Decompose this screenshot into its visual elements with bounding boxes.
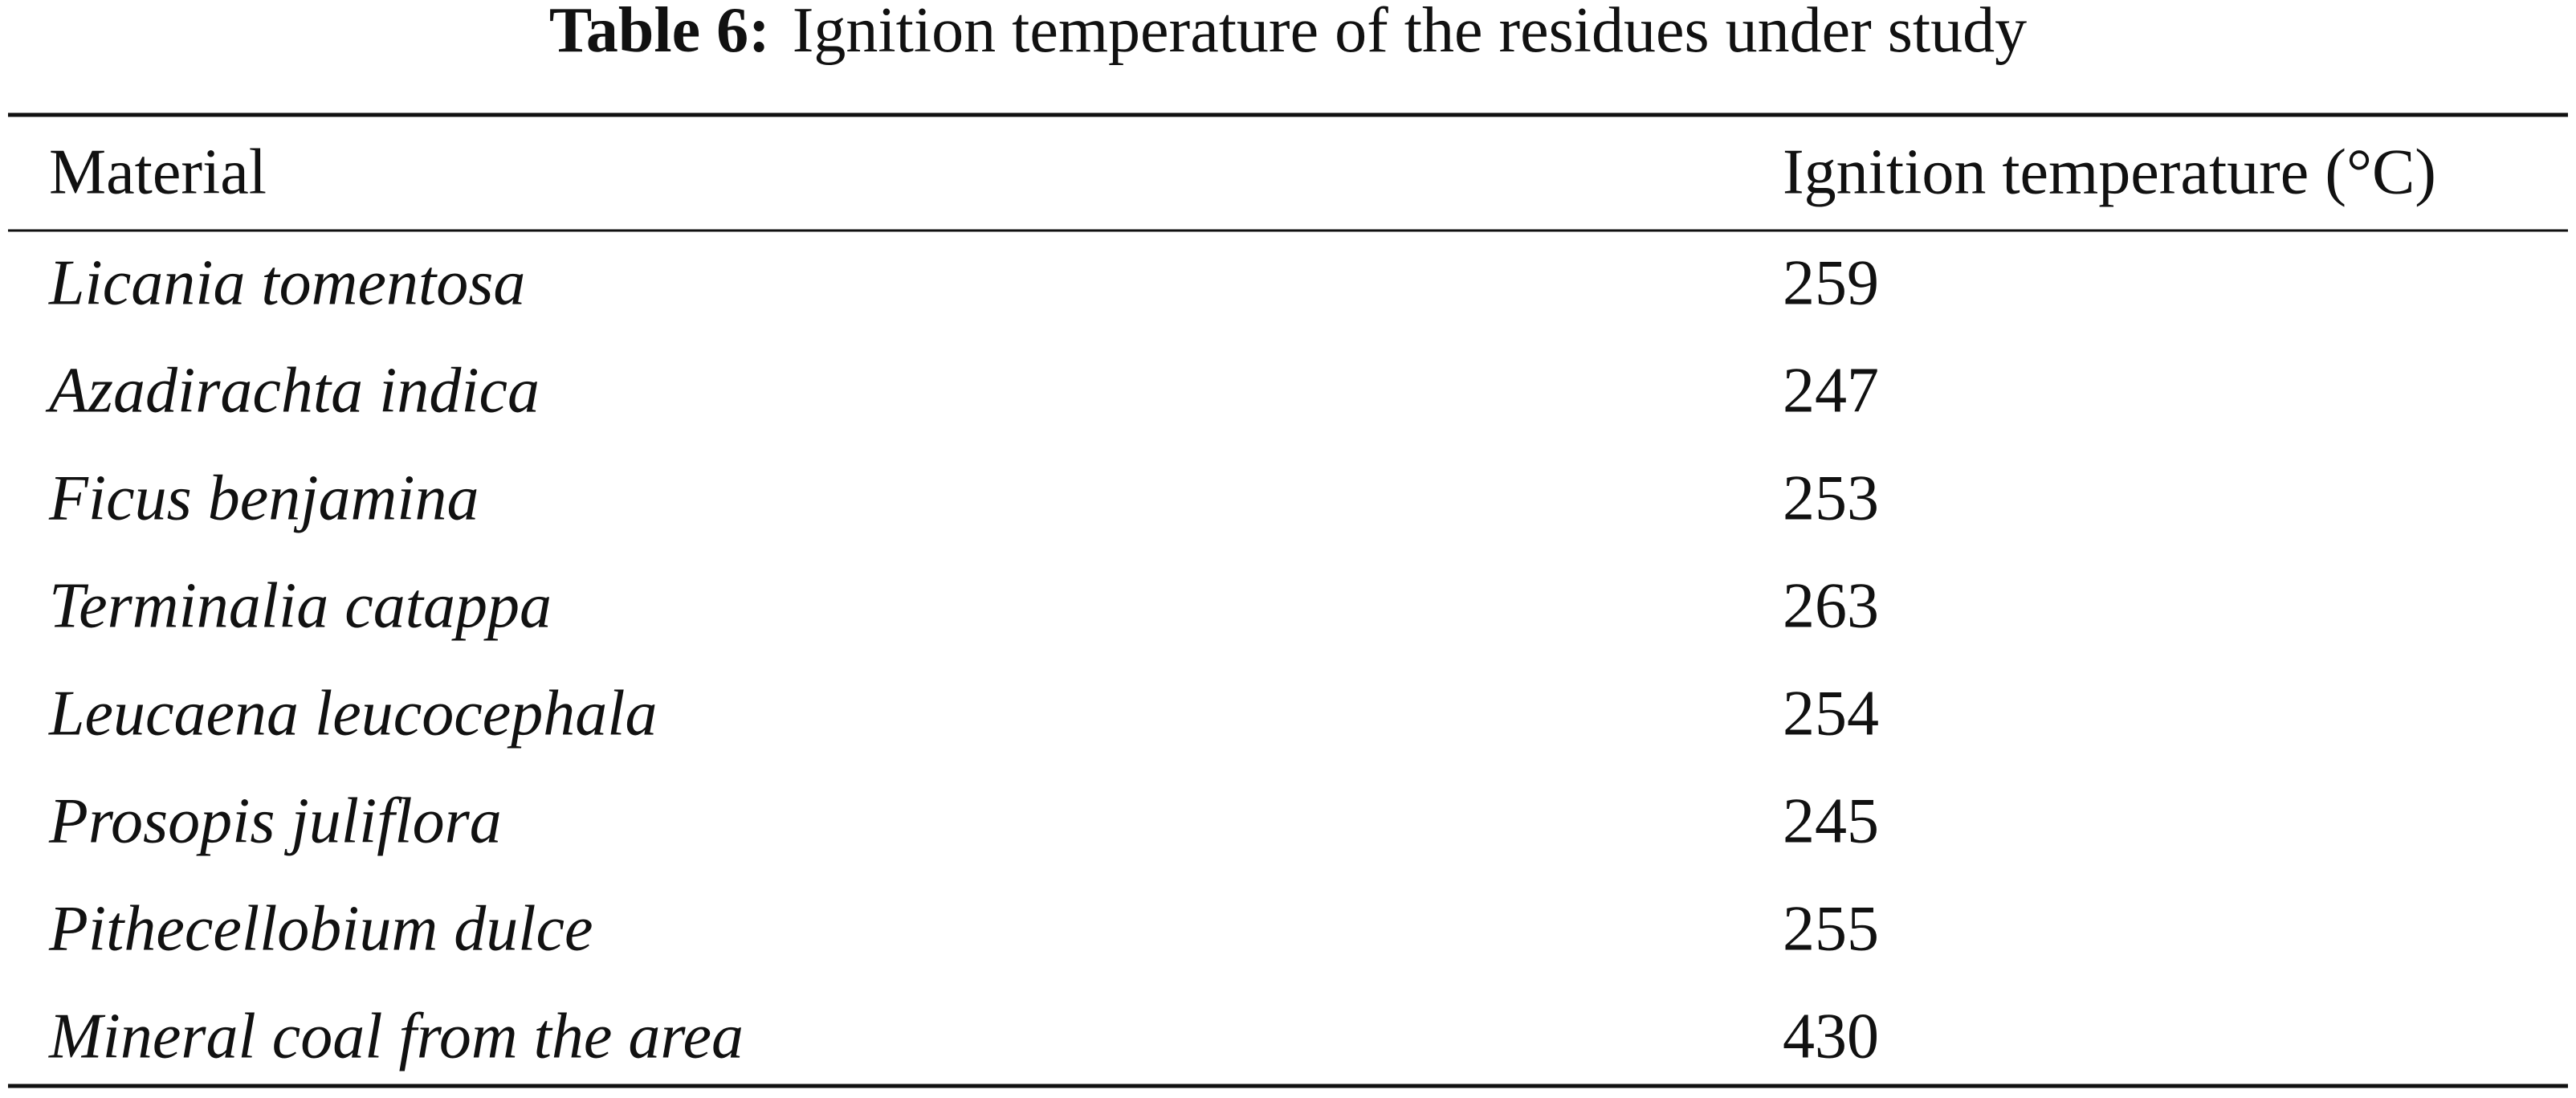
material-cell: Terminalia catappa: [49, 570, 552, 641]
material-cell: Ficus benjamina: [48, 463, 479, 533]
material-cell: Azadirachta indica: [45, 355, 540, 426]
temperature-cell: 255: [1783, 893, 1879, 964]
temperature-cell: 259: [1783, 247, 1879, 318]
material-cell: Pithecellobium dulce: [48, 893, 593, 964]
temperature-cell: 263: [1783, 570, 1879, 641]
temperature-cell: 253: [1783, 463, 1879, 533]
caption-text: Ignition temperature of the residues und…: [793, 0, 2027, 66]
header-cell: Material: [49, 137, 267, 207]
caption-label: Table 6:: [549, 0, 770, 66]
material-cell: Licania tomentosa: [48, 247, 525, 318]
temperature-cell: 430: [1783, 1001, 1879, 1071]
material-cell: Mineral coal from the area: [48, 1001, 744, 1071]
material-cell: Prosopis juliflora: [48, 786, 502, 856]
temperature-cell: 254: [1783, 678, 1879, 749]
header-cell: Ignition temperature (°C): [1783, 137, 2436, 207]
caption: Table 6: Ignition temperature of the resi…: [549, 0, 2027, 66]
temperature-cell: 245: [1783, 786, 1879, 856]
material-cell: Leucaena leucocephala: [48, 678, 658, 749]
temperature-cell: 247: [1783, 355, 1879, 426]
